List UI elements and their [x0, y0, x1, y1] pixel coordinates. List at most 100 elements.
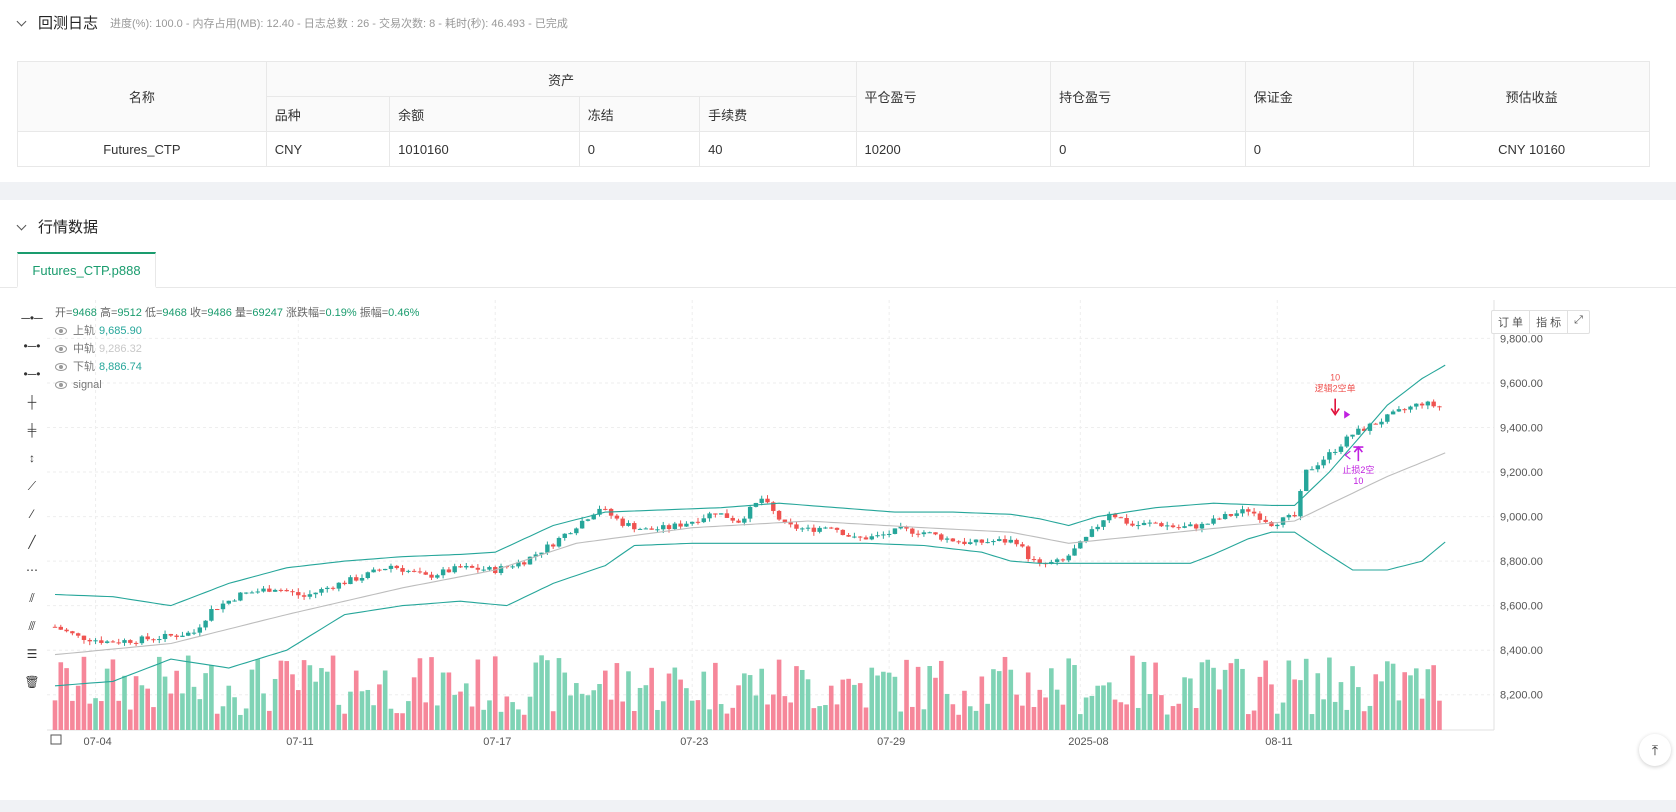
candlestick-chart[interactable]: 9,800.00 9,600.00 9,400.00 9,200.00 9,000.00…: [17, 300, 1667, 790]
volume-bar: [388, 708, 394, 730]
volume-bar: [1408, 675, 1413, 730]
candle-body: [1385, 414, 1390, 422]
volume-bar: [782, 696, 788, 730]
ray-line-tool-icon[interactable]: ⁄: [30, 507, 33, 521]
volume-bar: [1437, 700, 1442, 730]
candle-body: [429, 574, 434, 578]
chevron-down-icon[interactable]: [16, 17, 28, 29]
eye-icon[interactable]: [55, 363, 67, 371]
symbol-tabs: Futures_CTP.p888: [0, 252, 1676, 288]
indicator-middle[interactable]: 中轨 9,286.32: [55, 340, 419, 358]
volume-bar: [857, 683, 863, 730]
volume-bar: [881, 671, 886, 730]
candle-body: [232, 600, 237, 602]
candle-body: [1425, 401, 1431, 406]
candle-body: [672, 523, 678, 530]
fib-lines-tool-icon[interactable]: ☰: [26, 647, 38, 661]
candle-body: [771, 502, 776, 511]
candle-body: [603, 508, 608, 510]
indicator-signal[interactable]: signal: [55, 376, 419, 394]
price-line-tool-icon[interactable]: ⋯: [26, 563, 38, 577]
volume-bar: [330, 655, 336, 730]
volume-bar: [585, 695, 591, 730]
indicator-upper[interactable]: 上轨 9,685.90: [55, 322, 419, 340]
eye-icon[interactable]: [55, 345, 67, 353]
candle-body: [1309, 469, 1315, 471]
volume-bar: [185, 655, 191, 730]
x-tick-label: 07-11: [286, 736, 313, 748]
volume-bar: [973, 710, 979, 730]
volume-value: 69247: [252, 307, 283, 319]
volume-bar: [956, 714, 961, 730]
volume-bar: [377, 684, 382, 730]
volume-bar: [823, 705, 828, 730]
chevron-down-icon[interactable]: [16, 221, 28, 233]
candle-body: [1263, 519, 1268, 522]
indicator-lower[interactable]: 下轨 8,886.74: [55, 358, 419, 376]
candle-body: [261, 588, 266, 592]
segment-tool-icon[interactable]: •─•: [23, 367, 41, 381]
candle-body: [788, 522, 793, 525]
candle-body: [811, 527, 817, 532]
cell-name: Futures_CTP: [17, 131, 267, 167]
vertical-segment-tool-icon[interactable]: ╪: [27, 423, 37, 437]
candle-body: [388, 565, 394, 569]
volume-bar: [1390, 663, 1396, 730]
order-button[interactable]: 订 单: [1492, 311, 1531, 333]
chart-canvas[interactable]: 9,800.00 9,600.00 9,400.00 9,200.00 9,000.00…: [17, 300, 1667, 790]
candle-body: [857, 536, 863, 538]
candle-body: [157, 639, 162, 641]
market-header[interactable]: 行情数据: [16, 216, 98, 237]
candle-body: [985, 542, 990, 544]
trend-line-tool-icon[interactable]: ⟋: [27, 478, 37, 493]
short-arrow-icon: [1330, 398, 1340, 417]
y-tick-label: 8,200.00: [1500, 690, 1543, 702]
volume-bar: [626, 671, 631, 730]
trash-icon[interactable]: 🗑: [24, 675, 40, 689]
volume-bar: [510, 702, 515, 730]
volume-bar: [452, 694, 457, 730]
volume-bar: [220, 706, 226, 730]
volume-bar: [145, 688, 150, 730]
parallel-channel-tool-icon[interactable]: ⫽: [29, 590, 35, 605]
volume-bar: [1008, 669, 1014, 730]
eye-icon[interactable]: [55, 381, 67, 389]
volume-bar: [214, 713, 220, 730]
scroll-to-top-button[interactable]: ⤒: [1639, 734, 1671, 766]
candle-body: [1159, 523, 1164, 527]
candle-body: [325, 587, 330, 590]
horizontal-line-tool-icon[interactable]: ─•─: [21, 311, 43, 325]
candle-body: [886, 533, 892, 535]
volume-bar: [197, 699, 203, 730]
candle-body: [423, 572, 428, 575]
log-header[interactable]: 回测日志 进度(%): 100.0 - 内存占用(MB): 12.40 - 日志…: [16, 12, 568, 33]
horizontal-ray-tool-icon[interactable]: •─•: [23, 339, 41, 353]
candle-body: [852, 536, 857, 538]
indicator-button[interactable]: 指 标: [1530, 311, 1569, 333]
volume-bar: [620, 701, 625, 730]
col-hold-pnl: 持仓盈亏: [1050, 61, 1246, 132]
fib-tool-icon[interactable]: ⫻: [28, 618, 36, 633]
candle-body: [209, 609, 214, 621]
middle-band-line: [54, 452, 1446, 656]
volume-bar: [545, 660, 550, 730]
volume-bar: [463, 683, 469, 730]
vertical-ray-tool-icon[interactable]: ↕: [29, 451, 35, 465]
volume-bar: [498, 711, 504, 730]
volume-bar: [718, 704, 724, 730]
volume-bar: [1037, 689, 1043, 730]
straight-line-tool-icon[interactable]: ╱: [28, 535, 36, 549]
candle-body: [52, 626, 58, 628]
candle-body: [365, 572, 371, 578]
volume-bar: [99, 701, 104, 730]
volume-bar: [689, 700, 695, 730]
tab-futures-ctp[interactable]: Futures_CTP.p888: [17, 252, 156, 288]
volume-bar: [643, 685, 649, 730]
low-key: 低=: [144, 307, 163, 319]
vertical-line-tool-icon[interactable]: ┼: [27, 395, 37, 409]
volume-bar: [1321, 699, 1326, 730]
eye-icon[interactable]: [55, 327, 67, 335]
candle-body: [197, 627, 203, 633]
fullscreen-icon[interactable]: ⤢: [1574, 314, 1583, 326]
volume-bar: [1147, 694, 1153, 730]
